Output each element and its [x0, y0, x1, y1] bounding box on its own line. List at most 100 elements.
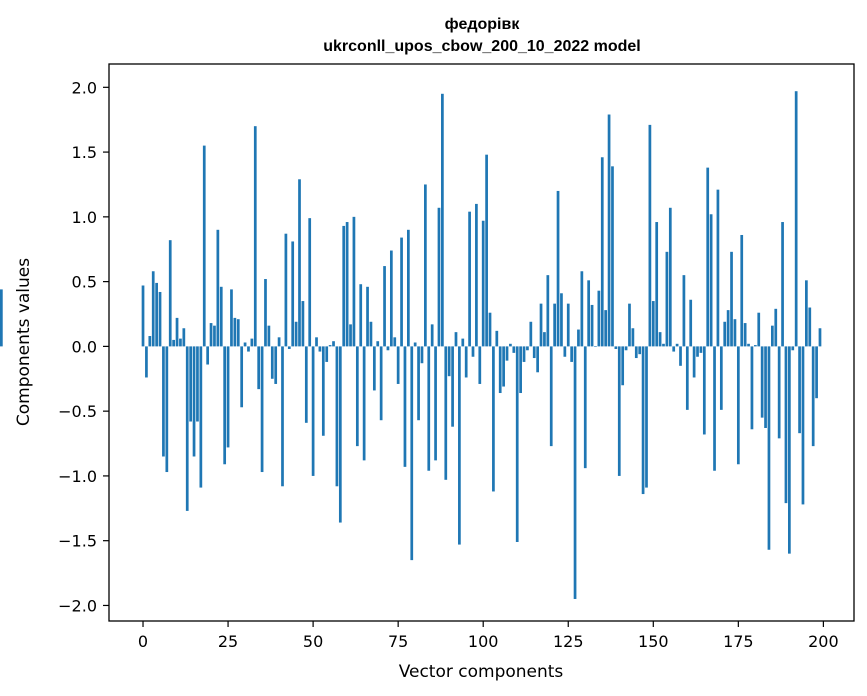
bar — [689, 299, 693, 347]
bar — [444, 346, 448, 480]
bar — [168, 240, 172, 347]
bar — [753, 345, 757, 347]
bar — [281, 346, 284, 487]
y-axis-label: Components values — [14, 258, 34, 426]
bar — [634, 346, 638, 359]
bar — [577, 329, 580, 347]
bar — [250, 338, 254, 347]
bar — [230, 289, 233, 347]
bar-series — [0, 91, 822, 599]
y-tick-label: 2.0 — [72, 78, 97, 97]
bar — [702, 346, 706, 435]
bar — [359, 284, 363, 347]
bar — [202, 145, 206, 347]
bar — [386, 346, 390, 351]
bar — [498, 346, 502, 394]
bar — [185, 346, 189, 511]
bar — [709, 214, 713, 347]
bar — [587, 280, 591, 347]
bar — [260, 346, 264, 473]
bar — [784, 346, 788, 504]
x-tick-label: 200 — [808, 632, 839, 651]
chart-title-line-2: ukrconll_upos_cbow_200_10_2022 model — [323, 38, 640, 55]
bar — [485, 154, 488, 347]
bar — [389, 250, 393, 347]
bar — [675, 343, 679, 347]
bar — [172, 339, 175, 347]
bar — [556, 190, 560, 347]
bar — [600, 157, 604, 347]
bar — [396, 346, 400, 384]
y-tick-label: 1.5 — [72, 143, 97, 162]
bar — [458, 346, 461, 545]
bar — [781, 222, 784, 347]
bar — [335, 346, 339, 487]
bar — [298, 179, 301, 347]
bar — [563, 346, 567, 357]
bar — [740, 234, 744, 347]
y-tick-label: −1.5 — [58, 532, 97, 551]
bar — [321, 346, 325, 436]
bar — [270, 346, 274, 379]
bar — [478, 346, 482, 384]
bar — [539, 303, 543, 347]
bar — [468, 211, 471, 347]
bar — [206, 346, 210, 365]
bar — [141, 285, 145, 347]
plot-frame — [108, 63, 855, 622]
bar — [651, 301, 655, 347]
bar — [301, 301, 305, 347]
bar — [808, 307, 812, 347]
bar — [451, 346, 454, 427]
bar — [607, 114, 611, 347]
bar — [383, 266, 386, 347]
bar — [682, 275, 686, 347]
bar — [424, 184, 427, 347]
bar — [355, 346, 359, 447]
bar — [716, 189, 720, 347]
bar — [328, 345, 332, 347]
bar — [512, 346, 516, 353]
bar — [362, 346, 366, 461]
bar — [165, 346, 169, 473]
x-tick-label: 175 — [723, 632, 754, 651]
bar — [145, 346, 148, 378]
bar — [492, 346, 495, 492]
bar — [648, 124, 652, 347]
bar — [549, 346, 553, 447]
y-tick-label: 1.0 — [72, 208, 97, 227]
bar — [158, 291, 162, 347]
bar — [611, 166, 614, 347]
bar — [662, 343, 665, 347]
bar — [594, 346, 597, 347]
bar — [403, 346, 407, 467]
bar — [777, 346, 781, 439]
bar — [287, 346, 291, 349]
x-axis-label: Vector components — [399, 662, 564, 682]
bar — [791, 346, 795, 351]
bar — [750, 346, 754, 430]
x-tick-label: 50 — [303, 632, 323, 651]
bar — [801, 346, 805, 505]
bar — [236, 319, 240, 347]
bar — [413, 342, 417, 347]
bar — [437, 207, 441, 347]
bar — [706, 167, 710, 347]
y-tick-label: −2.0 — [58, 596, 97, 615]
bar — [730, 251, 733, 347]
x-tick-label: 150 — [638, 632, 669, 651]
bar — [318, 346, 322, 352]
bar — [257, 346, 261, 390]
bar — [454, 332, 458, 347]
bar — [767, 346, 771, 550]
bar — [692, 346, 696, 378]
bar — [604, 310, 608, 347]
bar — [553, 303, 556, 347]
bar — [805, 280, 808, 347]
x-tick-label: 25 — [218, 632, 238, 651]
bar — [434, 346, 437, 461]
bar — [162, 346, 165, 457]
bar — [410, 346, 414, 561]
bar — [352, 216, 356, 347]
